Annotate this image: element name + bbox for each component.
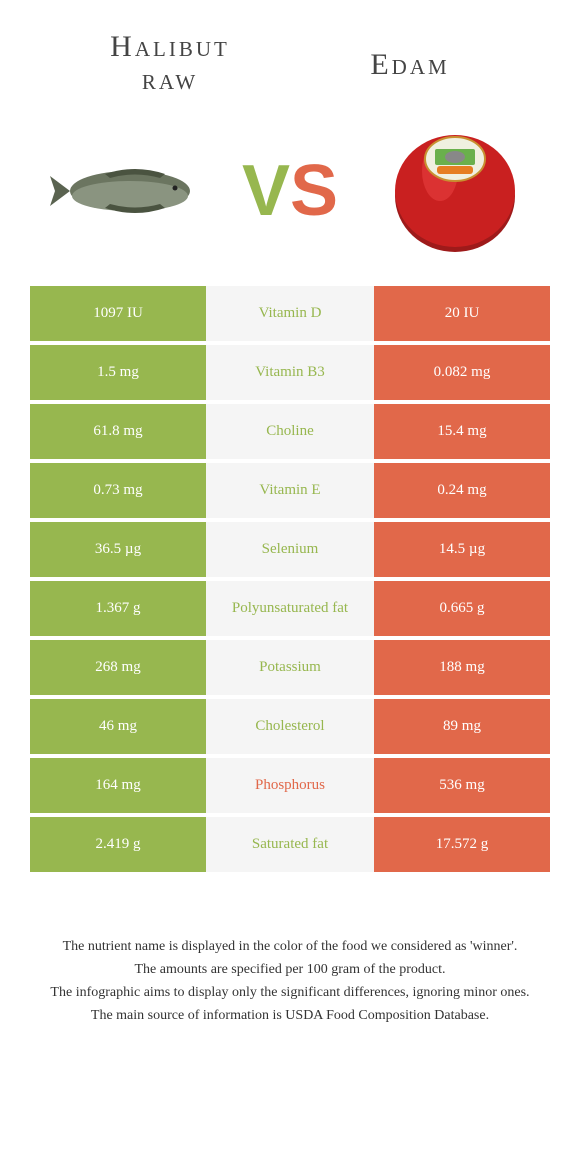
table-row: 1.5 mgVitamin B30.082 mg	[30, 345, 550, 400]
left-value: 61.8 mg	[30, 404, 206, 459]
footnote-line: The nutrient name is displayed in the co…	[30, 936, 550, 957]
nutrient-label: Saturated fat	[206, 817, 374, 872]
nutrient-label: Vitamin B3	[206, 345, 374, 400]
left-value: 2.419 g	[30, 817, 206, 872]
left-value: 164 mg	[30, 758, 206, 813]
right-value: 89 mg	[374, 699, 550, 754]
table-row: 164 mgPhosphorus536 mg	[30, 758, 550, 813]
right-value: 188 mg	[374, 640, 550, 695]
nutrient-label: Polyunsaturated fat	[206, 581, 374, 636]
left-value: 36.5 µg	[30, 522, 206, 577]
right-value: 20 IU	[374, 286, 550, 341]
table-row: 61.8 mgCholine15.4 mg	[30, 404, 550, 459]
right-value: 15.4 mg	[374, 404, 550, 459]
right-title: Edam	[290, 48, 530, 81]
left-title-line2: raw	[50, 63, 290, 96]
table-row: 1097 IUVitamin D20 IU	[30, 286, 550, 341]
table-row: 46 mgCholesterol89 mg	[30, 699, 550, 754]
table-row: 2.419 gSaturated fat17.572 g	[30, 817, 550, 872]
table-row: 1.367 gPolyunsaturated fat0.665 g	[30, 581, 550, 636]
nutrient-label: Phosphorus	[206, 758, 374, 813]
vs-label: VS	[242, 150, 338, 232]
left-title-line1: Halibut	[50, 30, 290, 63]
left-title-box: Halibut raw	[50, 30, 290, 96]
left-value: 268 mg	[30, 640, 206, 695]
nutrient-label: Cholesterol	[206, 699, 374, 754]
left-value: 0.73 mg	[30, 463, 206, 518]
comparison-table: 1097 IUVitamin D20 IU1.5 mgVitamin B30.0…	[30, 286, 550, 872]
right-value: 0.665 g	[374, 581, 550, 636]
right-value: 0.24 mg	[374, 463, 550, 518]
fish-icon	[45, 156, 205, 226]
nutrient-label: Potassium	[206, 640, 374, 695]
table-row: 36.5 µgSelenium14.5 µg	[30, 522, 550, 577]
table-row: 0.73 mgVitamin E0.24 mg	[30, 463, 550, 518]
right-title-box: Edam	[290, 30, 530, 81]
right-value: 536 mg	[374, 758, 550, 813]
right-value: 14.5 µg	[374, 522, 550, 577]
left-value: 46 mg	[30, 699, 206, 754]
cheese-icon	[385, 121, 525, 261]
vs-s: S	[290, 150, 338, 232]
left-image	[40, 126, 210, 256]
right-value: 17.572 g	[374, 817, 550, 872]
vs-v: V	[242, 150, 290, 232]
nutrient-label: Vitamin E	[206, 463, 374, 518]
footnotes: The nutrient name is displayed in the co…	[0, 876, 580, 1026]
images-row: VS	[0, 106, 580, 286]
table-row: 268 mgPotassium188 mg	[30, 640, 550, 695]
right-value: 0.082 mg	[374, 345, 550, 400]
footnote-line: The infographic aims to display only the…	[30, 982, 550, 1003]
left-value: 1097 IU	[30, 286, 206, 341]
left-value: 1.5 mg	[30, 345, 206, 400]
nutrient-label: Selenium	[206, 522, 374, 577]
header: Halibut raw Edam	[0, 0, 580, 106]
nutrient-label: Choline	[206, 404, 374, 459]
footnote-line: The main source of information is USDA F…	[30, 1005, 550, 1026]
nutrient-label: Vitamin D	[206, 286, 374, 341]
footnote-line: The amounts are specified per 100 gram o…	[30, 959, 550, 980]
right-image	[370, 126, 540, 256]
left-value: 1.367 g	[30, 581, 206, 636]
